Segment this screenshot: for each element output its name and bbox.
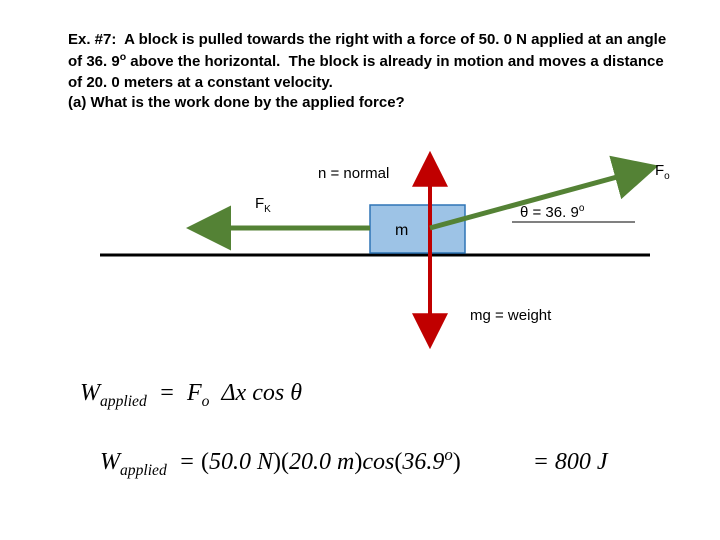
physics-example-slide: Ex. #7: A block is pulled towards the ri…: [0, 0, 720, 540]
work-formula-numeric: Wapplied = (50.0 N)(20.0 m)cos(36.9o) = …: [100, 445, 608, 480]
work-formula-symbolic: Wapplied = Fo Δx cos θ: [80, 380, 302, 411]
angle-label: θ = 36. 9o: [520, 203, 585, 221]
force-diagram: m n = normal mg = weight Fo FK θ = 36. 9…: [0, 150, 720, 350]
problem-statement: Ex. #7: A block is pulled towards the ri…: [68, 30, 668, 113]
block: [370, 205, 465, 253]
normal-label: n = normal: [318, 165, 389, 182]
applied-force-label: Fo: [655, 162, 670, 182]
friction-label: FK: [255, 195, 271, 215]
weight-label: mg = weight: [470, 307, 552, 324]
block-label: m: [395, 222, 408, 239]
